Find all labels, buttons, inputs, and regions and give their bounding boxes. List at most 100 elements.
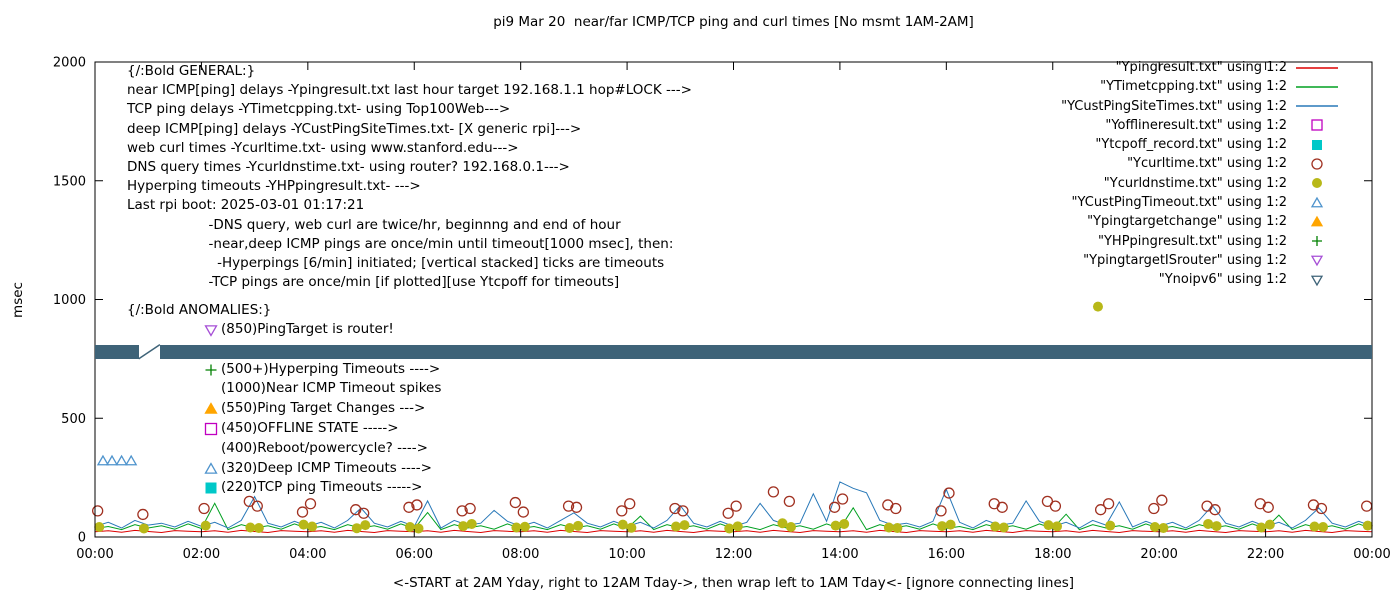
data-point (466, 518, 477, 529)
legend-label: "YTimetcpping.txt" using 1:2 (1100, 79, 1287, 95)
data-point (616, 505, 628, 517)
legend-row: "Ypingresult.txt" using 1:2 (1061, 60, 1340, 75)
data-point (943, 487, 955, 499)
legend-row: "Ypingtargetchange" using 1:2 (1061, 214, 1340, 229)
x-tick-label: 18:00 (1034, 547, 1071, 562)
x-tick-label: 04:00 (289, 547, 326, 562)
data-point (296, 506, 309, 518)
data-point (511, 522, 522, 533)
series-line (94, 481, 1373, 529)
legend-row: "Ycurldnstime.txt" using 1:2 (1061, 176, 1340, 191)
data-point (1256, 522, 1267, 533)
data-point (830, 520, 841, 531)
legend-row: "YTimetcpping.txt" using 1:2 (1061, 79, 1340, 94)
legend-row: "YpingtargetISrouter" using 1:2 (1061, 253, 1340, 268)
x-tick-label: 08:00 (502, 547, 539, 562)
data-point (1092, 301, 1103, 312)
data-point (562, 500, 575, 512)
data-point (1211, 521, 1222, 532)
chart-title: pi9 Mar 20 near/far ICMP/TCP ping and cu… (493, 14, 974, 30)
data-point (458, 521, 469, 532)
data-point (245, 522, 256, 533)
y-tick-label: 1500 (53, 174, 86, 189)
data-point (96, 454, 110, 466)
data-point (1148, 502, 1160, 515)
legend-label: "Ynoipv6" using 1:2 (1158, 272, 1287, 288)
data-point (677, 505, 689, 517)
data-point (624, 498, 636, 510)
data-point (836, 493, 849, 505)
data-point (998, 522, 1009, 533)
data-point (200, 520, 211, 531)
data-point (783, 495, 796, 508)
data-point (730, 500, 742, 512)
x-tick-label: 16:00 (928, 547, 965, 562)
data-point (1156, 494, 1168, 506)
data-point (1318, 522, 1329, 533)
data-point (679, 520, 690, 531)
data-point (105, 454, 119, 466)
data-point (1102, 498, 1115, 510)
legend-label: "Ytcpoff_record.txt" using 1:2 (1095, 137, 1287, 153)
data-point (1158, 522, 1169, 533)
data-point (404, 522, 415, 533)
data-point (92, 505, 104, 517)
data-point (138, 523, 149, 534)
data-point (304, 498, 317, 510)
y-tick-label: 0 (78, 531, 86, 546)
data-point (890, 502, 902, 515)
data-point (1094, 504, 1107, 516)
data-point (570, 501, 583, 513)
data-point (464, 502, 476, 515)
y-tick-label: 2000 (53, 56, 86, 71)
legend-row: "Ynoipv6" using 1:2 (1061, 272, 1340, 287)
data-point (722, 507, 734, 519)
data-point (403, 501, 415, 513)
data-point (564, 522, 575, 533)
data-point (1043, 520, 1054, 531)
data-point (360, 520, 371, 531)
legend-row: "Yofflineresult.txt" using 1:2 (1061, 118, 1340, 133)
data-point (1203, 518, 1214, 529)
data-point (115, 454, 128, 466)
data-point (351, 523, 362, 534)
data-point (519, 521, 530, 532)
legend-sample-triangle-down-open (1310, 275, 1324, 287)
x-tick-label: 00:00 (76, 547, 113, 562)
data-point (1052, 521, 1063, 532)
data-point (358, 507, 370, 519)
data-point (1264, 519, 1275, 530)
legend-sample-circle-filled (1312, 178, 1322, 189)
x-tick-label: 00:00 (1353, 547, 1390, 562)
data-point (298, 519, 309, 530)
data-point (671, 521, 682, 532)
data-point (1309, 521, 1320, 532)
legend-sample-triangle-down-open (1310, 256, 1324, 267)
legend-sample-circle-open (1311, 158, 1323, 170)
data-point (1361, 500, 1373, 512)
data-point (945, 519, 956, 530)
data-point (307, 521, 318, 532)
data-point (1049, 500, 1062, 512)
data-point (251, 500, 263, 512)
legend-label: "Ypingresult.txt" using 1:2 (1115, 60, 1287, 75)
data-point (1149, 522, 1160, 533)
legend-sample-plus (1312, 236, 1322, 247)
x-tick-label: 22:00 (1247, 547, 1284, 562)
data-point (767, 486, 780, 498)
legend-label: "Ycurltime.txt" using 1:2 (1127, 156, 1287, 172)
x-tick-label: 06:00 (396, 547, 433, 562)
data-point (1105, 520, 1116, 531)
legend-row: "YHPpingresult.txt" using 1:2 (1061, 234, 1340, 249)
band-gap-connector (138, 344, 161, 360)
legend: "Ypingresult.txt" using 1:2 "YTimetcpping… (1061, 60, 1340, 287)
data-point (996, 501, 1008, 513)
data-point (198, 502, 210, 515)
legend-label: "Yofflineresult.txt" using 1:2 (1105, 117, 1287, 133)
data-point (990, 521, 1001, 532)
data-point (669, 502, 681, 515)
legend-row: "YCustPingSiteTimes.txt" using 1:2 (1061, 99, 1340, 114)
data-point (828, 501, 841, 513)
data-point (892, 522, 903, 533)
